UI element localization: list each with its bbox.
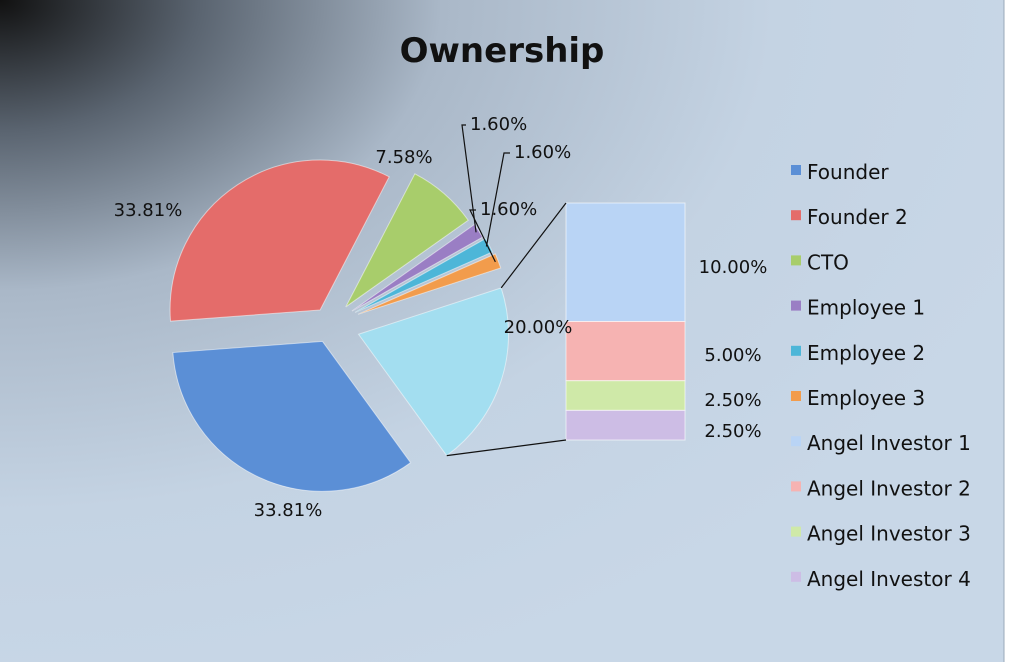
data-label-cto: 7.58%: [375, 147, 432, 168]
data-label-angel-investor-2: 5.00%: [704, 345, 761, 366]
leader-line-employee-3: [469, 209, 496, 263]
pie: [169, 159, 510, 492]
legend: Founder Founder 2 CTO Employee 1 Employee 2 E…: [791, 160, 971, 591]
legend-entry-employee-1: Employee 1: [791, 296, 925, 320]
pie-slice-founder-2: [169, 159, 390, 322]
secondary-bar: [446, 202, 686, 457]
legend-label: Angel Investor 2: [807, 476, 971, 500]
legend-label: Founder: [807, 160, 889, 184]
connector-line-top: [500, 202, 567, 289]
legend-label: Angel Investor 4: [807, 567, 971, 591]
legend-entry-founder: Founder: [791, 160, 889, 184]
pie-slice-founder: [172, 340, 412, 492]
legend-swatch: [791, 526, 801, 537]
data-label-employee-1: 1.60%: [470, 114, 527, 135]
bar-segment-angel-investor-4: [565, 409, 686, 441]
data-label-angel-investor-4: 2.50%: [704, 421, 761, 442]
legend-entry-cto: CTO: [791, 250, 849, 274]
data-label-founder: 33.81%: [254, 500, 323, 521]
data-label-founder-2: 33.81%: [114, 200, 183, 221]
sheet-edge: [1004, 0, 1010, 662]
legend-label: Angel Investor 3: [807, 522, 971, 546]
bar-segment-angel-investor-1: [565, 202, 686, 322]
connector-line-bottom: [446, 439, 567, 457]
bar-segment-angel-investor-2: [565, 321, 686, 382]
legend-entry-angel-investor-1: Angel Investor 1: [791, 431, 971, 455]
legend-swatch: [791, 210, 801, 221]
chart-title: Ownership: [400, 31, 605, 71]
legend-swatch: [791, 345, 801, 356]
data-label-angel-investor-1: 10.00%: [699, 257, 768, 278]
data-label-employee-3: 1.60%: [480, 199, 537, 220]
data-label-other: 20.00%: [504, 317, 573, 338]
legend-swatch: [791, 165, 801, 175]
pie-slice-employee-3: [357, 253, 502, 315]
legend-entry-angel-investor-4: Angel Investor 4: [791, 567, 971, 591]
legend-entry-employee-2: Employee 2: [791, 341, 925, 365]
legend-label: Employee 1: [807, 296, 925, 320]
legend-swatch: [791, 436, 801, 447]
legend-entry-founder-2: Founder 2: [791, 205, 908, 229]
data-label-employee-2: 1.60%: [514, 142, 571, 163]
legend-label: Angel Investor 1: [807, 431, 971, 455]
legend-entry-angel-investor-3: Angel Investor 3: [791, 522, 971, 546]
legend-label: Employee 3: [807, 386, 925, 410]
bar-segment-angel-investor-3: [565, 380, 686, 411]
leader-line-employee-2: [485, 152, 510, 247]
legend-label: Founder 2: [807, 205, 908, 229]
legend-label: Employee 2: [807, 341, 925, 365]
legend-swatch: [791, 481, 801, 492]
data-label-angel-investor-3: 2.50%: [704, 390, 761, 411]
pie-slice-other: [357, 287, 510, 457]
legend-swatch: [791, 391, 801, 401]
legend-swatch: [791, 255, 801, 266]
pie-slice-employee-1: [351, 223, 484, 312]
legend-entry-employee-3: Employee 3: [791, 386, 925, 410]
legend-entry-angel-investor-2: Angel Investor 2: [791, 476, 971, 500]
pie-slice-employee-2: [354, 237, 493, 313]
legend-swatch: [791, 571, 801, 582]
legend-swatch: [791, 300, 801, 311]
legend-label: CTO: [807, 250, 849, 274]
pie-slice-cto: [345, 173, 469, 308]
data-labels: 33.81% 33.81% 7.58% 20.00% 1.60% 1.60% 1.60% 10…: [114, 114, 768, 521]
leader-line-employee-1: [461, 124, 477, 233]
